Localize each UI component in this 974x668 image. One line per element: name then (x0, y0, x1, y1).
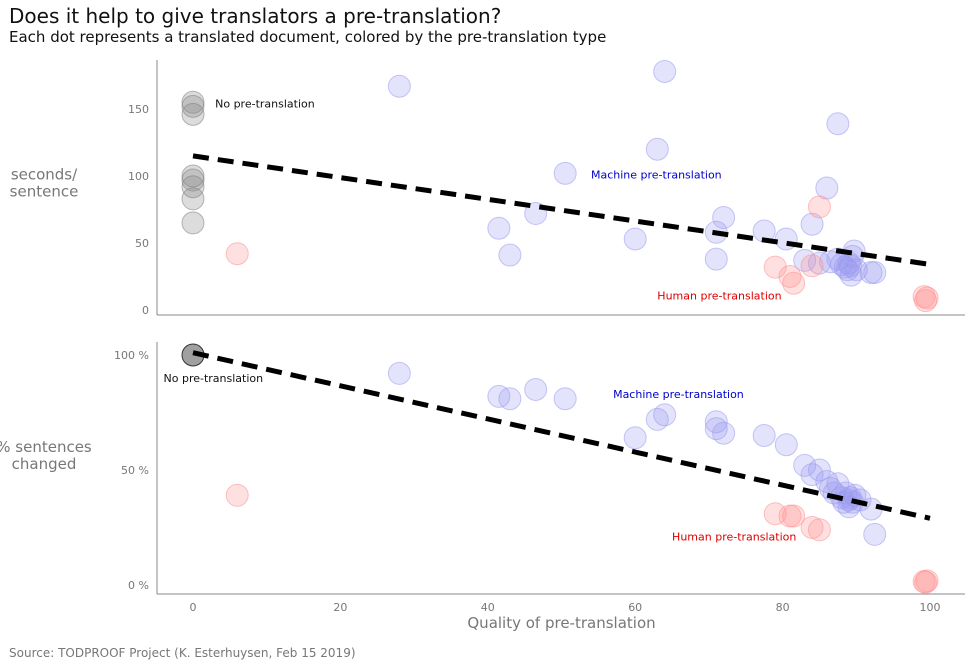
y-axis-label: seconds/sentence (10, 166, 79, 201)
x-tick-label: 60 (628, 601, 642, 614)
data-point (645, 137, 669, 161)
data-point (704, 410, 728, 434)
data-point (826, 112, 850, 136)
series-machine (387, 59, 887, 287)
data-point (181, 168, 205, 192)
data-point (807, 518, 831, 542)
series-human (225, 195, 939, 313)
data-point (763, 502, 787, 526)
x-axis-label: Quality of pre-translation (467, 614, 655, 632)
x-tick-label: 40 (481, 601, 495, 614)
data-point (800, 463, 824, 487)
data-point (181, 102, 205, 126)
x-tick-label: 20 (333, 601, 347, 614)
data-point (863, 522, 887, 546)
data-point (387, 361, 411, 385)
series-human (225, 483, 939, 594)
data-point (778, 265, 802, 288)
series-annotation: Human pre-translation (672, 531, 796, 544)
data-point (782, 271, 806, 295)
data-point (807, 195, 831, 219)
x-tick-label: 100 (920, 601, 941, 614)
data-point (487, 216, 511, 240)
data-point (645, 407, 669, 431)
data-point (653, 59, 677, 83)
y-tick-label: 50 (135, 237, 149, 250)
data-point (712, 421, 736, 445)
y-tick-label: 0 % (128, 579, 149, 592)
data-point (914, 570, 938, 594)
series-annotation: No pre-translation (164, 372, 264, 385)
data-point (181, 187, 205, 211)
y-tick-label: 100 % (114, 349, 149, 362)
series-annotation: Machine pre-translation (591, 169, 722, 182)
data-point (704, 417, 728, 441)
panel-percent-sentences-changed: 0 % 50 % 100 % 0 20 40 60 80 100 % sentences chang… (0, 342, 965, 632)
data-point (863, 260, 887, 284)
series-machine (387, 361, 887, 546)
chart-subtitle: Each dot represents a translated documen… (9, 28, 607, 46)
data-point (807, 458, 831, 482)
data-point (553, 387, 577, 411)
data-point (752, 424, 776, 447)
data-point (181, 94, 205, 118)
series-annotation: No pre-translation (215, 98, 315, 111)
data-point (844, 258, 868, 282)
data-point (704, 247, 728, 271)
data-point (225, 483, 249, 507)
data-point (763, 255, 787, 279)
data-point (498, 243, 522, 267)
data-point (915, 569, 939, 593)
series-none (181, 90, 205, 235)
y-tick-label: 0 (142, 304, 149, 317)
data-point (553, 161, 577, 185)
data-point (782, 504, 806, 528)
data-point (712, 206, 736, 230)
data-point (225, 242, 249, 266)
data-point (181, 211, 205, 235)
x-tick-label: 0 (190, 601, 197, 614)
source-note: Source: TODPROOF Project (K. Esterhuysen… (9, 646, 356, 660)
data-point (774, 433, 798, 457)
y-tick-label: 150 (128, 103, 149, 116)
series-annotation: Machine pre-translation (613, 388, 744, 401)
y-tick-label: 50 % (121, 464, 149, 477)
data-point (623, 227, 647, 251)
data-point (800, 212, 824, 236)
x-tick-label: 80 (776, 601, 790, 614)
data-point (653, 403, 677, 427)
chart-title: Does it help to give translators a pre-t… (9, 4, 502, 28)
data-point (915, 286, 939, 310)
data-point (800, 254, 824, 278)
y-tick-label: 100 (128, 170, 149, 183)
data-point (498, 387, 522, 411)
data-point (387, 74, 411, 98)
series-annotation: Human pre-translation (657, 289, 781, 302)
data-point (524, 378, 548, 401)
data-point (181, 175, 205, 199)
trend-line (192, 350, 931, 521)
data-point (793, 453, 817, 477)
data-point (623, 426, 647, 450)
panel-seconds-per-sentence: 0 50 100 150 seconds/sentence No pre-translat… (10, 59, 965, 317)
y-axis-label: % sentences changed (0, 438, 92, 473)
